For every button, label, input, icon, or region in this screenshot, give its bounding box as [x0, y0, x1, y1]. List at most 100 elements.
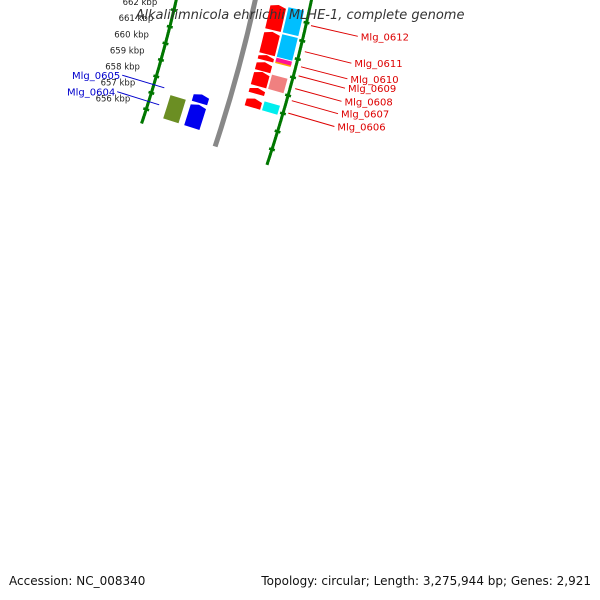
- inner-tick-mark: [155, 69, 160, 74]
- outer-tick-mark: [301, 33, 306, 37]
- forward-gene-label: Mlg_0604: [67, 88, 115, 99]
- outer-tick-mark: [292, 70, 297, 74]
- inner-tick-mark: [173, 3, 177, 7]
- forward-feature-band: [163, 95, 186, 124]
- inner-tick-mark: [153, 78, 158, 82]
- inner-major-tick: [142, 107, 150, 112]
- outer-tick-mark: [298, 48, 302, 52]
- outer-tick-mark: [289, 81, 294, 85]
- inner-tick-mark: [164, 40, 168, 44]
- outer-tick-mark: [278, 120, 283, 125]
- inner-major-tick: [148, 90, 155, 96]
- outer-tick-mark: [299, 43, 304, 47]
- reverse-gene-label: Mlg_0607: [341, 110, 389, 121]
- outer-tick-mark: [282, 108, 286, 112]
- outer-tick-mark: [306, 13, 310, 17]
- inner-tick-mark: [157, 63, 162, 67]
- inner-tick-mark: [158, 60, 163, 64]
- inner-tick-mark: [173, 1, 178, 5]
- inner-tick-mark: [141, 115, 146, 120]
- outer-tick-mark: [306, 12, 311, 15]
- forward-gene-leader-line: [117, 91, 160, 106]
- outer-tick-mark: [276, 126, 281, 130]
- inner-major-tick: [170, 8, 178, 13]
- outer-tick-mark: [304, 23, 308, 26]
- inner-tick-mark: [144, 106, 149, 110]
- inner-tick-mark: [172, 6, 177, 10]
- outer-tick-mark: [265, 162, 270, 166]
- outer-tick-mark: [277, 122, 282, 126]
- reverse-gene-leader-line: [304, 51, 352, 64]
- reverse-gene-label: Mlg_0611: [354, 59, 402, 70]
- outer-tick-mark: [280, 115, 284, 119]
- outer-tick-mark: [288, 84, 293, 88]
- outer-tick-mark: [307, 8, 312, 12]
- outer-major-tick: [294, 57, 302, 62]
- topology-text: Topology: circular; Length: 3,275,944 bp…: [261, 574, 591, 588]
- inner-tick-mark: [160, 53, 165, 57]
- reverse-feature-band: [268, 74, 288, 94]
- reverse-gene-leader-line: [295, 88, 342, 102]
- reverse-gene-arrow: [250, 72, 270, 89]
- outer-tick-mark: [287, 90, 291, 94]
- inner-tick-mark: [143, 110, 147, 115]
- reverse-feature-band: [276, 34, 298, 61]
- outer-tick-mark: [271, 144, 275, 148]
- inner-tick-mark: [148, 94, 153, 98]
- outer-tick-mark: [283, 104, 287, 108]
- reverse-gene-arrow: [254, 62, 273, 74]
- outer-major-tick: [298, 38, 306, 43]
- outer-tick-mark: [303, 28, 307, 32]
- tick-label: 661 kbp: [119, 14, 154, 24]
- inner-tick-mark: [171, 10, 176, 14]
- inner-tick-mark: [168, 23, 173, 27]
- outer-tick-mark: [266, 160, 270, 164]
- reverse-gene-leader-line: [300, 66, 348, 80]
- inner-tick-mark: [156, 68, 160, 72]
- outer-tick-mark: [285, 97, 289, 101]
- inner-tick-mark: [157, 65, 161, 69]
- tick-label: 662 kbp: [123, 0, 158, 8]
- outer-tick-mark: [270, 146, 275, 150]
- outer-tick-mark: [274, 135, 278, 139]
- outer-major-tick: [279, 111, 287, 116]
- outer-tick-mark: [267, 156, 271, 160]
- outer-tick-mark: [283, 102, 288, 107]
- outer-tick-mark: [295, 61, 299, 65]
- inner-tick-mark: [167, 28, 171, 32]
- outer-tick-mark: [292, 72, 296, 76]
- outer-tick-mark: [284, 101, 288, 105]
- outer-tick-mark: [277, 124, 281, 128]
- reverse-gene-leader-line: [291, 100, 339, 115]
- reverse-gene-leader-line: [298, 75, 346, 89]
- outer-tick-mark: [301, 35, 305, 39]
- inner-tick-mark: [140, 119, 145, 123]
- inner-tick-mark: [145, 104, 150, 108]
- outer-tick-mark: [266, 158, 271, 162]
- outer-tick-mark: [291, 73, 296, 78]
- outer-tick-mark: [298, 46, 303, 50]
- reverse-gene-arrow: [244, 98, 262, 110]
- outer-tick-mark: [308, 4, 312, 8]
- outer-tick-mark: [296, 55, 300, 59]
- outer-tick-mark: [293, 66, 298, 70]
- inner-tick-mark: [169, 20, 173, 24]
- outer-tick-mark: [286, 92, 291, 96]
- inner-tick-mark: [164, 38, 169, 42]
- inner-tick-mark: [162, 45, 167, 49]
- inner-tick-mark: [140, 120, 144, 124]
- outer-tick-mark: [308, 6, 312, 10]
- outer-tick-mark: [267, 154, 272, 159]
- inner-tick-mark: [170, 16, 174, 20]
- outer-tick-mark: [295, 59, 300, 63]
- outer-tick-mark: [280, 113, 285, 117]
- inner-major-tick: [162, 41, 169, 46]
- inner-tick-mark: [154, 73, 159, 77]
- inner-tick-mark: [165, 33, 170, 37]
- outer-tick-mark: [303, 26, 307, 30]
- inner-tick-mark: [169, 18, 174, 22]
- outer-tick-mark: [289, 83, 293, 87]
- inner-tick-mark: [151, 84, 156, 88]
- tick-label: 659 kbp: [110, 47, 145, 57]
